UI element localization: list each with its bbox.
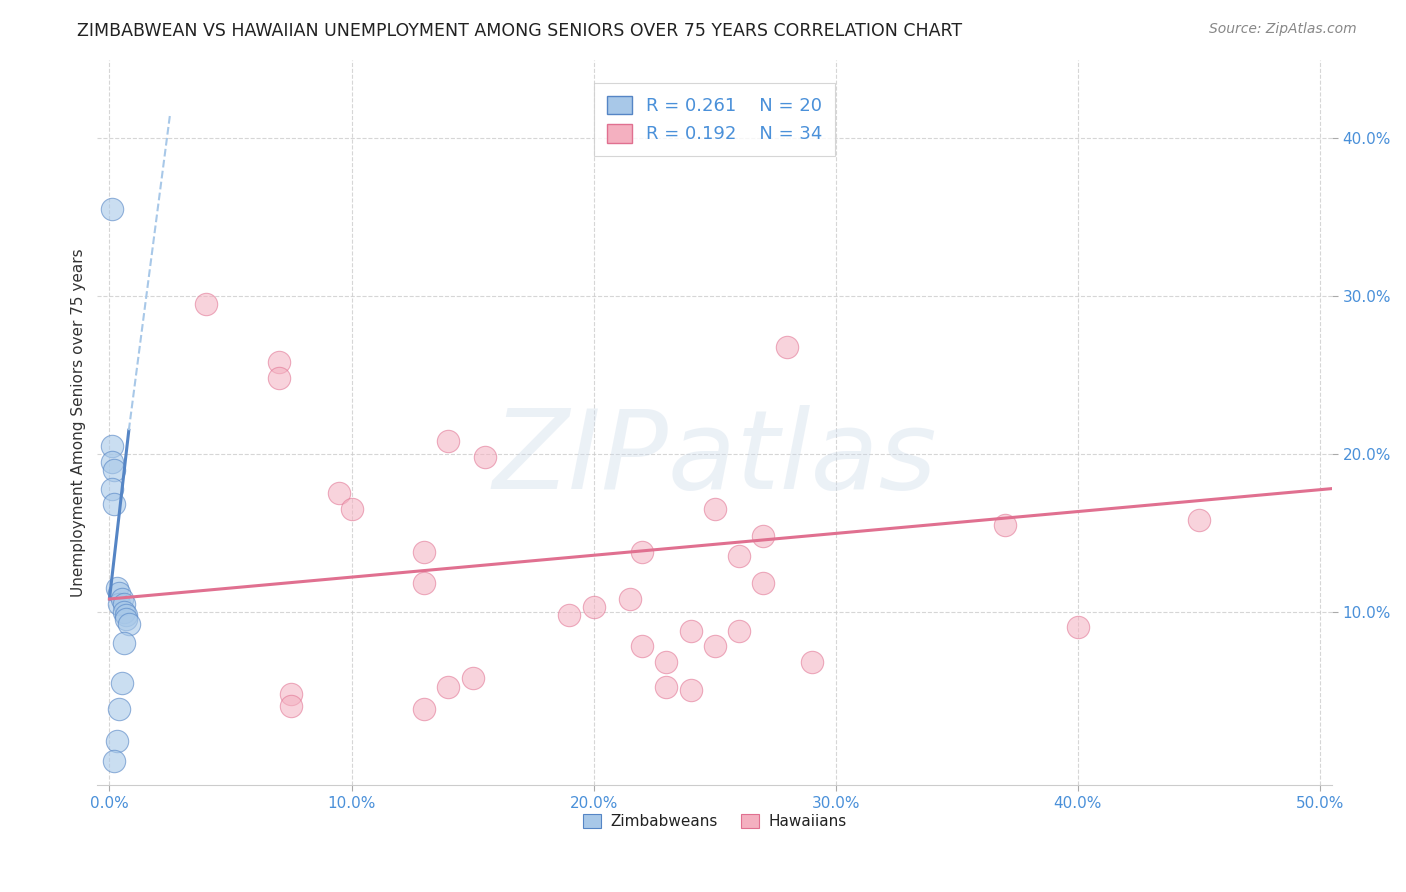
Point [267, 371, 290, 385]
Point [461, 671, 484, 685]
Text: Source: ZipAtlas.com: Source: ZipAtlas.com [1209, 22, 1357, 37]
Point [413, 576, 436, 591]
Point [631, 544, 654, 558]
Point [728, 549, 751, 564]
Point [195, 297, 218, 311]
Point [619, 592, 641, 607]
Point [1188, 513, 1211, 527]
Point [631, 640, 654, 654]
Point [101, 455, 124, 469]
Point [112, 605, 135, 619]
Point [703, 502, 725, 516]
Point [115, 612, 138, 626]
Point [437, 434, 460, 449]
Point [328, 486, 350, 500]
Point [280, 687, 302, 701]
Point [800, 655, 823, 669]
Point [101, 439, 124, 453]
Point [110, 592, 132, 607]
Point [112, 597, 135, 611]
Text: ZIMBABWEAN VS HAWAIIAN UNEMPLOYMENT AMONG SENIORS OVER 75 YEARS CORRELATION CHAR: ZIMBABWEAN VS HAWAIIAN UNEMPLOYMENT AMON… [77, 22, 963, 40]
Point [108, 585, 131, 599]
Point [752, 529, 775, 543]
Point [679, 624, 702, 638]
Point [413, 702, 436, 716]
Point [105, 734, 128, 748]
Legend: Zimbabweans, Hawaiians: Zimbabweans, Hawaiians [576, 808, 852, 836]
Point [340, 502, 363, 516]
Point [103, 463, 125, 477]
Point [101, 202, 124, 217]
Point [112, 636, 135, 650]
Point [267, 355, 290, 369]
Y-axis label: Unemployment Among Seniors over 75 years: Unemployment Among Seniors over 75 years [72, 248, 86, 597]
Point [776, 340, 799, 354]
Point [280, 699, 302, 714]
Point [413, 544, 436, 558]
Text: ZIPatlas: ZIPatlas [492, 405, 936, 512]
Point [118, 617, 141, 632]
Point [558, 607, 581, 622]
Point [110, 675, 132, 690]
Point [101, 482, 124, 496]
Point [103, 755, 125, 769]
Point [108, 597, 131, 611]
Point [655, 655, 678, 669]
Point [1067, 620, 1090, 634]
Point [655, 681, 678, 695]
Point [437, 681, 460, 695]
Point [679, 683, 702, 698]
Point [108, 702, 131, 716]
Point [752, 576, 775, 591]
Point [703, 640, 725, 654]
Point [103, 497, 125, 511]
Point [582, 599, 605, 614]
Point [474, 450, 496, 464]
Point [728, 624, 751, 638]
Point [105, 581, 128, 595]
Point [115, 607, 138, 622]
Point [994, 517, 1017, 532]
